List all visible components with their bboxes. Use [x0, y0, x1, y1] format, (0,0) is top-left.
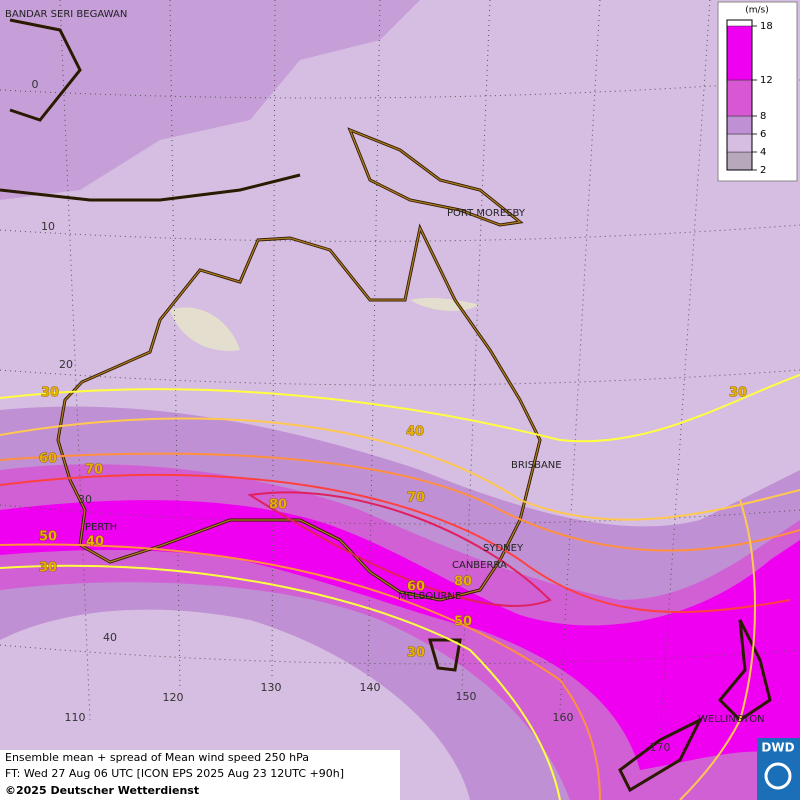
contour-label: 40	[406, 425, 424, 440]
lat-label: 40	[103, 631, 117, 644]
coastlines-inner	[57, 128, 541, 601]
isotach	[0, 543, 601, 800]
lon-label: 110	[65, 711, 86, 724]
legend-band	[726, 25, 753, 81]
lat-label: 20	[59, 358, 73, 371]
contour-label: 50	[39, 530, 57, 545]
isotach	[0, 473, 791, 613]
lat-label: 0	[32, 78, 39, 91]
lon-label: 140	[360, 681, 381, 694]
spread-area	[0, 0, 420, 200]
footer-copyright: ©2025 Deutscher Wetterdienst	[5, 784, 199, 797]
contour-label: 80	[269, 498, 287, 513]
city-label: MELBOURNE	[398, 591, 461, 602]
logo-mark	[764, 762, 792, 790]
city-label: PORT MORESBY	[447, 208, 526, 219]
isotach	[0, 417, 800, 521]
legend-tick-label: 2	[760, 165, 766, 176]
new-guinea	[348, 128, 522, 226]
grid-line	[169, 0, 181, 691]
jet-core	[0, 500, 800, 770]
city-label: PERTH	[85, 522, 117, 533]
legend-frame	[726, 19, 753, 171]
new-zealand-south	[618, 716, 704, 793]
legend-tick-label: 4	[760, 147, 766, 158]
lon-label: 150	[456, 690, 477, 703]
lat-label: 10	[41, 220, 55, 233]
borneo	[9, 18, 82, 122]
contour-label: 30	[729, 386, 747, 401]
legend: (m/s) 2 4 6 8 12 18	[726, 6, 773, 176]
contour-label: 80	[454, 575, 472, 590]
legend-unit: (m/s)	[745, 6, 769, 16]
legend-band	[726, 133, 753, 153]
indonesia	[0, 173, 301, 202]
isotach	[679, 499, 756, 800]
lon-label: 130	[261, 681, 282, 694]
footer-box	[0, 750, 400, 800]
legend-tick-label: 18	[760, 21, 773, 32]
contour-label: 60	[39, 452, 57, 467]
legend-tick-label: 12	[760, 75, 773, 86]
city-label: CANBERRA	[452, 560, 507, 571]
lon-label: 160	[553, 711, 574, 724]
grid-line	[659, 0, 711, 741]
city-label: SYDNEY	[483, 543, 524, 554]
grid-line	[0, 224, 800, 242]
australia	[57, 226, 541, 601]
contour-label: 30	[39, 561, 57, 576]
grid-line	[367, 0, 381, 681]
footer: Ensemble mean + spread of Mean wind spee…	[5, 751, 344, 797]
logo-box	[757, 738, 800, 800]
contour-label: 30	[41, 386, 59, 401]
grid-line	[0, 369, 800, 386]
grid-line	[271, 0, 276, 681]
lon-label: 120	[163, 691, 184, 704]
legend-band	[726, 79, 753, 117]
contour-label: 30	[407, 646, 425, 661]
isotach	[0, 452, 800, 552]
grid-line	[0, 644, 800, 665]
spread-area	[170, 307, 240, 351]
grid-line	[59, 0, 91, 721]
spread-area	[410, 297, 480, 312]
footer-line: FT: Wed 27 Aug 06 UTC [ICON EPS 2025 Aug…	[5, 767, 344, 780]
lon-label: 170	[650, 741, 671, 754]
isotach	[247, 491, 552, 607]
logo: DWD	[761, 741, 794, 755]
footer-line: Ensemble mean + spread of Mean wind spee…	[5, 751, 309, 764]
legend-tick-label: 8	[760, 111, 766, 122]
lat-label: 30	[78, 493, 92, 506]
graticule	[0, 0, 800, 741]
city-label: WELLINGTON	[698, 714, 765, 725]
isotachs	[0, 374, 800, 800]
labels: BANDAR SERI BEGAWAN PORT MORESBY BRISBANE P…	[5, 9, 765, 754]
contour-label: 70	[85, 463, 103, 478]
grid-line	[0, 79, 800, 99]
contour-label: 70	[407, 491, 425, 506]
contour-label: 60	[407, 580, 425, 595]
grid-line	[461, 0, 491, 691]
legend-band	[726, 151, 753, 171]
grid-line	[559, 0, 601, 711]
city-label: BANDAR SERI BEGAWAN	[5, 9, 127, 20]
isotach	[0, 564, 561, 800]
legend-tick-label: 6	[760, 129, 766, 140]
city-label: BRISBANE	[511, 460, 562, 471]
legend-band	[726, 115, 753, 135]
contour-label: 50	[454, 615, 472, 630]
isotach	[0, 374, 800, 443]
grid-line	[0, 504, 800, 525]
contour-label: 40	[86, 535, 104, 550]
